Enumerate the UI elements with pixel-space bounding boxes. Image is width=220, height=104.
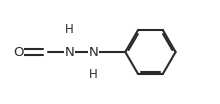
Text: O: O [13,46,24,58]
Text: H: H [89,68,98,81]
Text: N: N [65,46,74,58]
Text: H: H [65,23,74,36]
Text: N: N [89,46,99,58]
